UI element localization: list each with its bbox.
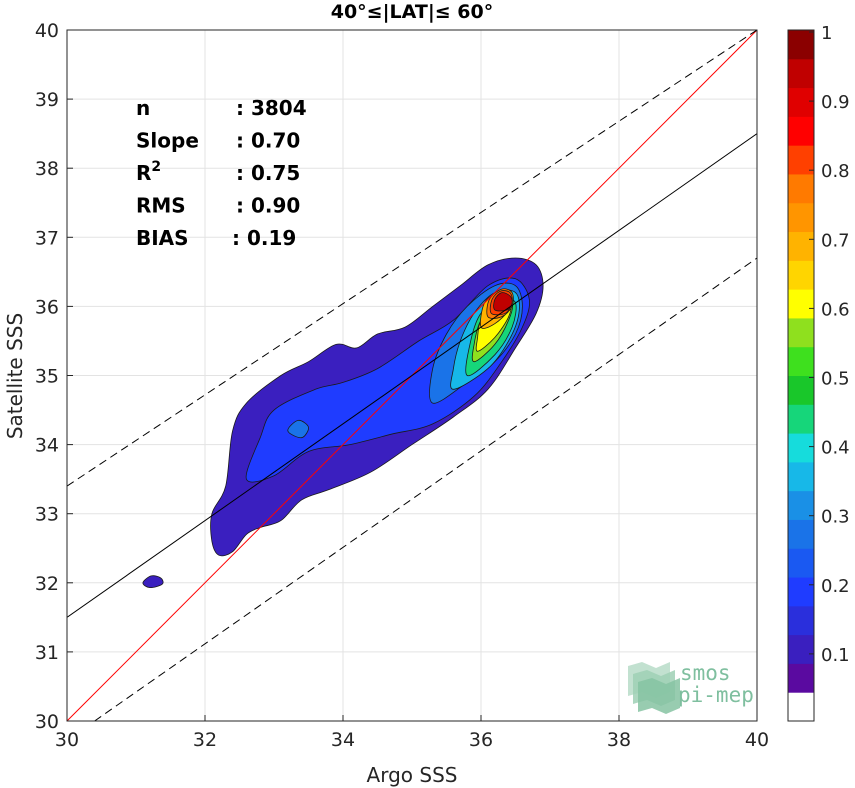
colorbar-swatch xyxy=(788,375,814,405)
y-tick-label: 39 xyxy=(35,89,59,111)
y-tick-label: 36 xyxy=(35,296,59,318)
x-tick-label: 38 xyxy=(607,729,631,751)
colorbar-tick-label: 0.3 xyxy=(821,507,850,528)
logo-text-pi-mep: pi-mep xyxy=(678,683,754,707)
y-tick-label: 33 xyxy=(35,504,59,526)
colorbar-tick-label: 0.9 xyxy=(821,92,850,113)
colorbar-swatch xyxy=(788,605,814,636)
colorbar-swatch xyxy=(788,30,814,60)
logo-wave-layer xyxy=(638,678,680,714)
lower-bound-line xyxy=(94,257,757,721)
density-contour-1 xyxy=(142,575,164,589)
colorbar-swatch xyxy=(788,404,814,434)
upper-bound-line xyxy=(67,30,757,487)
regression-line xyxy=(67,133,757,618)
y-axis-ticks: 30 31 32 33 34 35 36 37 38 39 40 xyxy=(35,20,73,733)
stat-label: RMS xyxy=(136,194,186,218)
stat-value: : 0.19 xyxy=(232,226,296,250)
colorbar-swatch xyxy=(788,548,814,578)
colorbar-swatch xyxy=(788,461,814,492)
colorbar-swatch xyxy=(788,519,814,549)
colorbar-frame xyxy=(787,29,815,722)
colorbar-swatch xyxy=(788,692,814,722)
x-tick-label: 30 xyxy=(55,729,79,751)
chart-title: 40°≤|LAT|≤ 60° xyxy=(331,1,494,23)
colorbar-swatch xyxy=(788,289,814,319)
colorbar-tick-label: 0.7 xyxy=(821,230,850,251)
y-tick-label: 32 xyxy=(35,573,59,595)
x-tick-label: 34 xyxy=(331,729,355,751)
y-tick-label: 31 xyxy=(35,642,59,664)
colorbar-swatch xyxy=(788,58,814,89)
stat-value: : 3804 xyxy=(236,96,307,120)
x-axis-ticks: 30 32 34 36 38 40 xyxy=(55,715,769,751)
colorbar-tick-label: 0.8 xyxy=(821,161,850,182)
y-tick-label: 34 xyxy=(35,435,59,457)
density-contour-3 xyxy=(287,419,309,439)
y-tick-label: 30 xyxy=(35,711,59,733)
colorbar-tick-label: 0.1 xyxy=(821,645,850,666)
colorbar-swatch xyxy=(788,634,814,664)
colorbar-tick-label: 1 xyxy=(821,23,832,44)
y-tick-label: 38 xyxy=(35,158,59,180)
colorbar-swatch xyxy=(788,346,814,376)
colorbar-swatch xyxy=(788,317,814,348)
colorbar-swatch xyxy=(788,231,814,261)
y-tick-label: 35 xyxy=(35,366,59,388)
colorbar-swatch xyxy=(788,260,814,290)
y-tick-label: 40 xyxy=(35,20,59,42)
stat-value: : 0.70 xyxy=(236,129,300,153)
y-axis-label: Satellite SSS xyxy=(3,313,27,439)
stat-label: BIAS xyxy=(136,226,189,250)
colorbar-swatch xyxy=(788,202,814,233)
colorbar-swatch xyxy=(788,173,814,204)
colorbar-swatch xyxy=(788,87,814,117)
colorbar-tick-label: 0.6 xyxy=(821,299,850,320)
stat-label: Slope xyxy=(136,129,199,153)
y-tick-label: 37 xyxy=(35,227,59,249)
colorbar-tick-label: 0.2 xyxy=(821,576,850,597)
colorbar-swatch xyxy=(788,663,814,693)
x-axis-label: Argo SSS xyxy=(367,763,458,787)
colorbar-tick-label: 0.4 xyxy=(821,438,850,459)
colorbar-swatch xyxy=(788,116,814,146)
colorbar-swatch xyxy=(788,577,814,607)
x-tick-label: 32 xyxy=(193,729,217,751)
density-contour-12 xyxy=(493,292,513,312)
colorbar: 0.1 0.2 0.3 0.4 0.5 0.6 0.7 0.8 0.9 1 xyxy=(787,23,850,722)
colorbar-tick-label: 0.5 xyxy=(821,369,850,390)
colorbar-swatch xyxy=(788,145,814,175)
colorbar-swatch xyxy=(788,490,814,520)
stat-value: : 0.75 xyxy=(236,161,300,185)
x-tick-label: 40 xyxy=(745,729,769,751)
x-tick-label: 36 xyxy=(469,729,493,751)
logo-text-smos: smos xyxy=(680,661,731,685)
plot-content xyxy=(67,30,757,721)
stat-value: : 0.90 xyxy=(236,194,300,218)
stat-label: n xyxy=(136,96,150,120)
colorbar-swatch xyxy=(788,433,814,463)
